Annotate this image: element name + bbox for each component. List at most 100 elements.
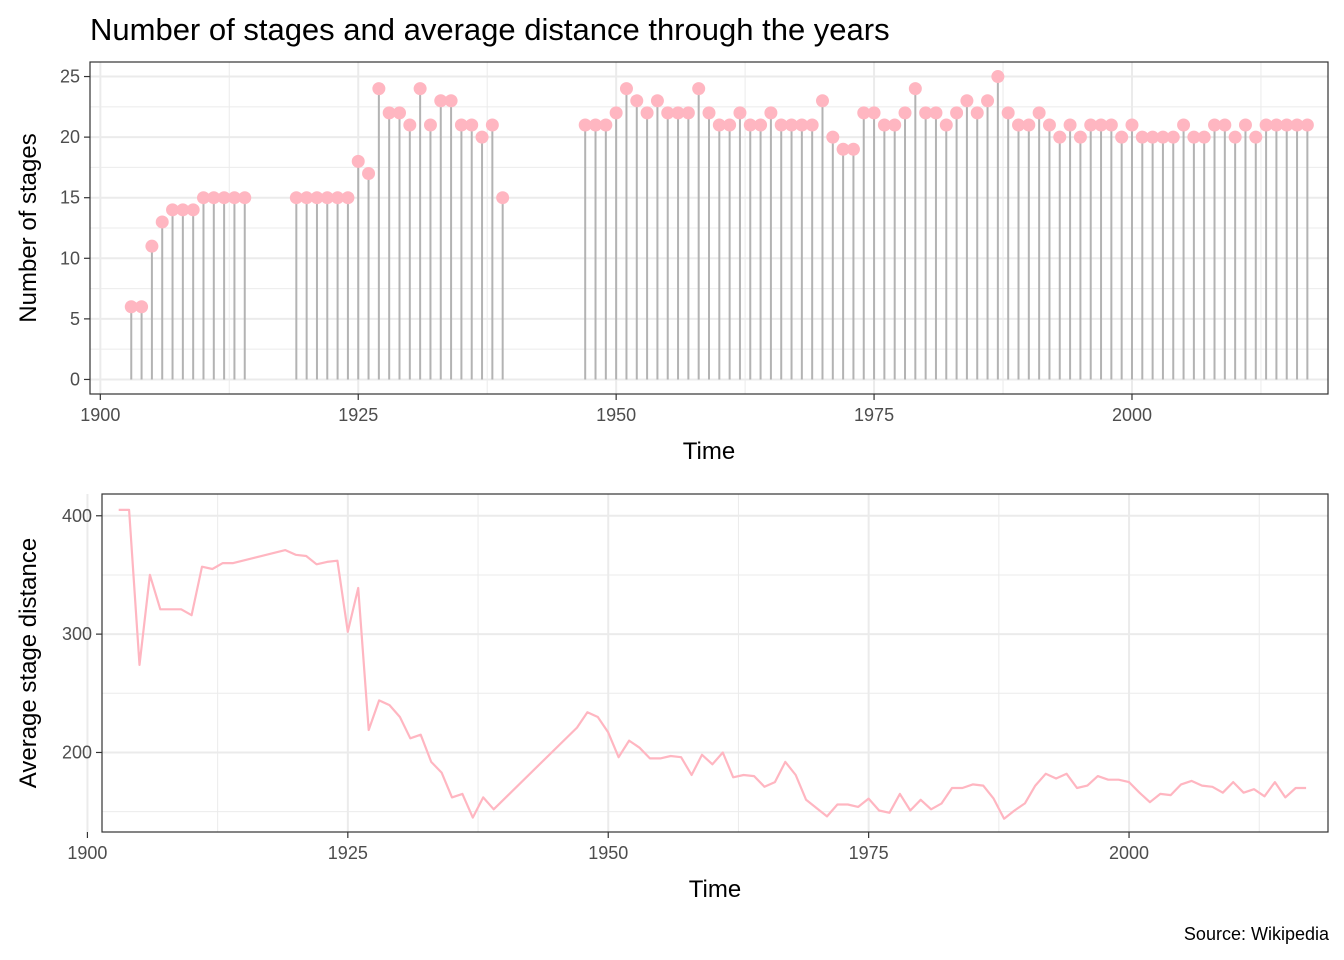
stage-point bbox=[1177, 118, 1191, 132]
y-axis-title: Number of stages bbox=[15, 133, 42, 322]
stage-point bbox=[403, 118, 417, 132]
stage-point bbox=[774, 118, 788, 132]
panel-border bbox=[89, 61, 1329, 395]
stage-point bbox=[176, 203, 190, 217]
chart-caption: Source: Wikipedia bbox=[1184, 924, 1330, 944]
stage-point bbox=[1012, 118, 1025, 132]
stage-point bbox=[578, 118, 592, 132]
y-tick-label: 10 bbox=[60, 248, 80, 268]
stage-point bbox=[898, 106, 912, 120]
x-tick-label: 1950 bbox=[588, 843, 628, 863]
distance-series-line bbox=[118, 508, 1307, 820]
x-tick-label: 1925 bbox=[328, 843, 368, 863]
stage-point bbox=[300, 191, 314, 205]
x-tick-label: 1950 bbox=[596, 405, 636, 425]
y-tick-label: 400 bbox=[62, 506, 92, 526]
stage-point bbox=[640, 106, 654, 120]
stage-point bbox=[826, 130, 840, 144]
stage-point bbox=[846, 142, 860, 156]
x-tick-label: 2000 bbox=[1109, 843, 1149, 863]
stage-point bbox=[754, 118, 768, 132]
stage-point bbox=[1053, 130, 1067, 144]
stage-point bbox=[919, 106, 933, 120]
stage-point bbox=[805, 118, 819, 132]
stage-point bbox=[166, 203, 180, 217]
stage-point bbox=[227, 191, 241, 205]
y-tick-label: 15 bbox=[60, 188, 80, 208]
stage-point bbox=[1032, 106, 1046, 120]
stage-point bbox=[929, 106, 943, 120]
stage-point bbox=[1208, 118, 1222, 132]
stage-point bbox=[743, 118, 757, 132]
stage-point bbox=[939, 118, 953, 132]
stage-point bbox=[496, 191, 510, 205]
stage-point bbox=[423, 118, 437, 132]
stage-point bbox=[1125, 118, 1139, 132]
stage-point bbox=[1187, 130, 1201, 144]
stage-point bbox=[1022, 118, 1036, 132]
stage-point bbox=[186, 203, 200, 217]
panel-border bbox=[101, 493, 1329, 833]
stage-point bbox=[1084, 118, 1098, 132]
stage-point bbox=[1104, 118, 1118, 132]
stage-point bbox=[1238, 118, 1252, 132]
y-tick-label: 0 bbox=[70, 369, 80, 389]
stage-point bbox=[1042, 118, 1056, 132]
stage-point bbox=[1094, 118, 1108, 132]
stage-point bbox=[723, 118, 737, 132]
stage-point bbox=[485, 118, 499, 132]
stage-point bbox=[372, 82, 386, 96]
x-tick-label: 1975 bbox=[854, 405, 894, 425]
stage-point bbox=[981, 94, 995, 108]
stage-point bbox=[702, 106, 716, 120]
stage-point bbox=[1166, 130, 1180, 144]
stage-point bbox=[815, 94, 829, 108]
stage-point bbox=[196, 191, 210, 205]
stage-point bbox=[970, 106, 984, 120]
stage-point bbox=[795, 118, 809, 132]
stage-point bbox=[341, 191, 355, 205]
stage-point bbox=[238, 191, 252, 205]
stage-point bbox=[1300, 118, 1314, 132]
x-axis-title: Time bbox=[683, 438, 735, 465]
stage-point bbox=[764, 106, 778, 120]
stage-point bbox=[155, 215, 169, 229]
stage-point bbox=[671, 106, 685, 120]
stage-point bbox=[310, 191, 324, 205]
stage-point bbox=[320, 191, 334, 205]
x-tick-label: 2000 bbox=[1112, 405, 1152, 425]
stage-point bbox=[465, 118, 479, 132]
x-tick-label: 1925 bbox=[338, 405, 378, 425]
y-tick-label: 5 bbox=[70, 309, 80, 329]
stage-point bbox=[1280, 118, 1294, 132]
stage-point bbox=[207, 191, 221, 205]
stage-point bbox=[785, 118, 799, 132]
stage-point bbox=[857, 106, 871, 120]
x-tick-label: 1900 bbox=[80, 405, 120, 425]
stage-point bbox=[1146, 130, 1160, 144]
x-axis-title: Time bbox=[689, 876, 741, 903]
stage-point bbox=[135, 300, 149, 314]
stage-point bbox=[1115, 130, 1129, 144]
y-axis-title: Average stage distance bbox=[15, 538, 42, 788]
stage-point bbox=[630, 94, 644, 108]
stage-point bbox=[124, 300, 138, 314]
stage-point bbox=[650, 94, 664, 108]
stages-panel: 1900 1925 1950 1975 2000 0 5 10 15 20 25 Time Number… bbox=[15, 61, 1329, 465]
stage-point bbox=[589, 118, 603, 132]
y-tick-label: 20 bbox=[60, 127, 80, 147]
stage-point bbox=[444, 94, 458, 108]
x-tick-label: 1900 bbox=[67, 843, 107, 863]
stage-point bbox=[1197, 130, 1211, 144]
stage-point bbox=[733, 106, 747, 120]
stage-point bbox=[908, 82, 922, 96]
stage-point bbox=[599, 118, 613, 132]
x-tick-label: 1975 bbox=[849, 843, 889, 863]
stage-point bbox=[1259, 118, 1273, 132]
y-tick-label: 25 bbox=[60, 67, 80, 87]
stage-point bbox=[836, 142, 850, 156]
stage-point bbox=[619, 82, 633, 96]
stage-point bbox=[692, 82, 706, 96]
stage-point bbox=[1228, 130, 1242, 144]
